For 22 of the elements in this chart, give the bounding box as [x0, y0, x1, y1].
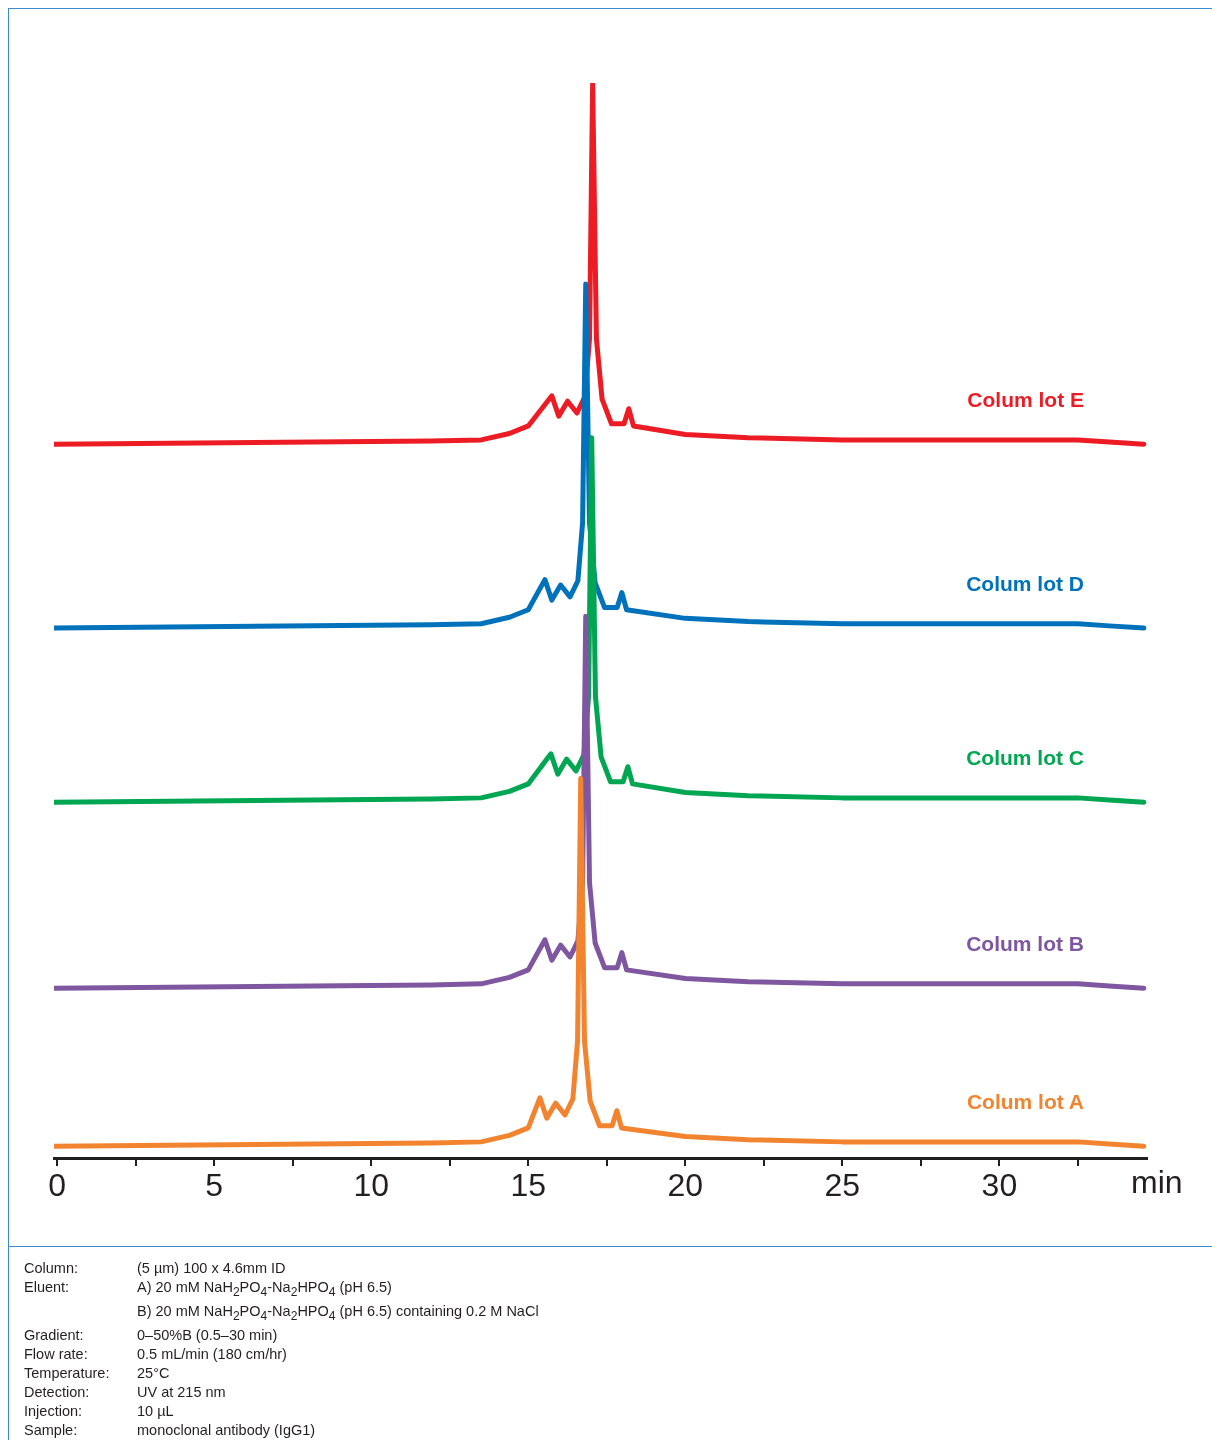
text: Injection: 10 µL: [24, 1402, 174, 1419]
series-label: Colum lot E: [967, 388, 1084, 412]
x-tick-label: 25: [824, 1167, 861, 1204]
text: Flow rate: 0.5 mL/min (180 cm/hr): [24, 1345, 287, 1362]
text: B) 20 mM NaH$_{2}$PO$_{4}$-Na$_{2}$HPO$_{4}$ (pH 6.5) containing 0.2 M NaCl: [137, 1302, 539, 1323]
x-tick-label: 30: [981, 1167, 1018, 1204]
series-label: Colum lot D: [966, 572, 1084, 596]
text: Temperature: 25°C: [24, 1364, 170, 1381]
series-label: Colum lot A: [966, 1090, 1084, 1114]
x-tick-label: 10: [353, 1167, 390, 1204]
text: Gradient: 0–50%B (0.5–30 min): [24, 1326, 278, 1343]
x-tick-label: 20: [667, 1167, 704, 1204]
series-label: Colum lot C: [966, 746, 1084, 770]
text: Sample: monoclonal antibody (IgG1): [24, 1421, 316, 1438]
x-axis-title: min: [1131, 1163, 1183, 1200]
text: Column: (5 µm) 100 x 4.6mm ID: [24, 1260, 286, 1276]
text: Eluent: A) 20 mM NaH$_{2}$PO$_{4}$-Na$_{2}$HPO$_{4}$ (pH 6.5): [24, 1279, 392, 1299]
series-label: Colum lot B: [966, 932, 1084, 956]
x-tick-label: 15: [510, 1167, 547, 1204]
x-tick-label: 5: [205, 1167, 224, 1204]
text: Detection: UV at 215 nm: [24, 1383, 226, 1400]
x-tick-label: 0: [48, 1167, 67, 1204]
